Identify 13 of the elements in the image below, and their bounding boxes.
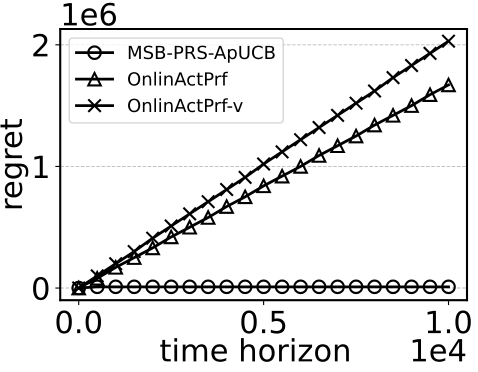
x-tick-label: 0.0	[56, 310, 101, 334]
legend-label: MSB-PRS-ApUCB	[128, 46, 275, 63]
text: 1e4	[412, 339, 466, 362]
x-tick-label: 0.5	[241, 310, 286, 334]
y-axis-title: regret	[0, 118, 28, 208]
text: 1e6	[64, 2, 116, 26]
legend-label: OnlinActPrf-v	[128, 98, 243, 112]
x-axis-title: time horizon	[160, 338, 349, 362]
legend-label: OnlinActPrf	[128, 72, 228, 86]
y-tick-label: 2	[33, 34, 48, 56]
y-tick-label: 1	[34, 156, 48, 178]
x-tick-label: 1.0	[428, 310, 471, 334]
y-tick-label: 0	[33, 276, 48, 300]
